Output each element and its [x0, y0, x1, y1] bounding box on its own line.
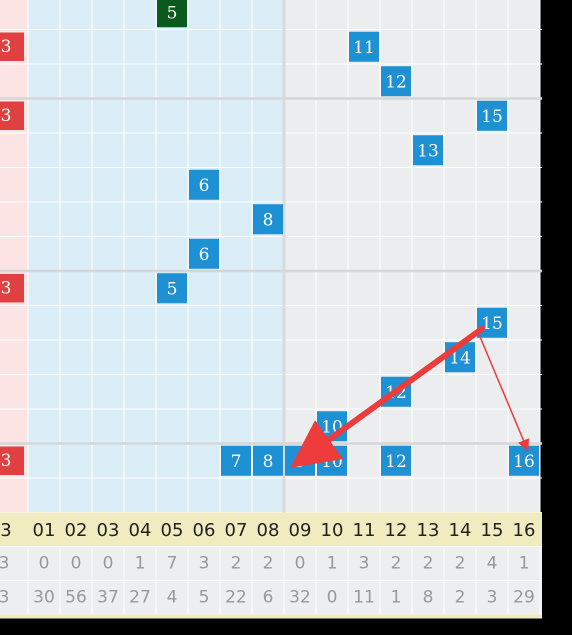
- number-cell: [189, 238, 219, 269]
- stats-value: 4: [167, 588, 178, 608]
- row-marker-label: 3: [1, 106, 12, 126]
- number-cell: [477, 307, 507, 338]
- stats-value: 22: [225, 588, 247, 608]
- stats-value: 0: [39, 554, 50, 574]
- number-cell: [381, 445, 411, 476]
- column-header: 15: [481, 520, 504, 541]
- number-cell: [413, 135, 443, 166]
- stats-value: 30: [33, 588, 55, 608]
- number-cell: [157, 0, 187, 28]
- number-cell-label: 15: [481, 107, 503, 127]
- row-marker: [0, 446, 24, 475]
- column-header: 06: [193, 520, 216, 541]
- row-marker-label: 3: [1, 278, 12, 298]
- stats-value: 2: [391, 554, 402, 574]
- stats-row-label: 3: [0, 588, 9, 608]
- stats-value: 32: [289, 588, 311, 608]
- stats-value: 56: [65, 588, 87, 608]
- stats-value: 27: [129, 588, 151, 608]
- stats-row: [0, 546, 542, 581]
- number-cell: [189, 169, 219, 200]
- number-cell-label: 6: [199, 176, 210, 196]
- stats-value: 0: [295, 554, 306, 574]
- number-cell-label: 13: [417, 141, 439, 161]
- row-marker: [0, 274, 24, 303]
- number-cell-label: 12: [385, 452, 407, 472]
- stats-value: 7: [167, 554, 178, 574]
- stats-value: 3: [359, 554, 370, 574]
- number-cell-label: 11: [353, 38, 375, 58]
- number-cell-label: 15: [481, 314, 503, 334]
- column-header: 10: [321, 520, 344, 541]
- stats-value: 1: [135, 554, 146, 574]
- row-marker: [0, 32, 24, 61]
- stats-row: [0, 580, 542, 615]
- stats-value: 8: [423, 588, 434, 608]
- column-header: 3: [0, 520, 11, 541]
- row-marker-label: 3: [1, 37, 12, 57]
- column-header: 02: [65, 520, 88, 541]
- stats-value: 1: [391, 588, 402, 608]
- stats-value: 2: [263, 554, 274, 574]
- number-cell-label: 14: [449, 348, 471, 368]
- column-header: 08: [257, 520, 280, 541]
- number-cell: [253, 445, 283, 476]
- stats-value: 2: [231, 554, 242, 574]
- column-header: 16: [513, 520, 536, 541]
- number-cell: [221, 445, 251, 476]
- column-header: 12: [385, 520, 408, 541]
- stats-row-label: 3: [0, 554, 9, 574]
- column-header: 14: [449, 520, 472, 541]
- stats-value: 2: [455, 554, 466, 574]
- column-header: 11: [353, 520, 376, 541]
- number-cell: [477, 100, 507, 131]
- stats-value: 5: [199, 588, 210, 608]
- marker-zone: [0, 0, 28, 513]
- column-header: 05: [161, 520, 184, 541]
- stats-value: 4: [487, 554, 498, 574]
- number-cell-label: 8: [263, 210, 274, 230]
- stats-value: 6: [263, 588, 274, 608]
- column-header-row: [0, 512, 542, 547]
- stats-value: 37: [97, 588, 119, 608]
- number-cell-label: 10: [321, 452, 343, 472]
- stats-value: 0: [103, 554, 114, 574]
- number-cell-label: 16: [513, 452, 535, 472]
- number-cell-label: 7: [231, 452, 242, 472]
- column-header: 07: [225, 520, 248, 541]
- stats-value: 1: [327, 554, 338, 574]
- number-cell-label: 5: [167, 279, 178, 299]
- stats-value: 2: [455, 588, 466, 608]
- number-cell-label: 6: [199, 245, 210, 265]
- trend-arrow: [479, 336, 530, 452]
- bottom-strip: [0, 614, 542, 619]
- number-cell-label: 8: [263, 452, 274, 472]
- stats-value: 3: [487, 588, 498, 608]
- number-cell: [157, 273, 187, 304]
- stats-value: 0: [71, 554, 82, 574]
- row-marker: [0, 101, 24, 130]
- column-header: 09: [289, 520, 312, 541]
- stats-value: 2: [423, 554, 434, 574]
- stats-value: 0: [327, 588, 338, 608]
- number-cell: [381, 66, 411, 97]
- column-header: 01: [33, 520, 56, 541]
- number-cell-label: 12: [385, 72, 407, 92]
- number-cell-label: 5: [167, 3, 178, 23]
- number-cell: [349, 31, 379, 62]
- stats-value: 11: [353, 588, 375, 608]
- stats-value: 1: [519, 554, 530, 574]
- row-marker-label: 3: [1, 451, 12, 471]
- column-header: 03: [97, 520, 120, 541]
- trend-arrow: [290, 325, 485, 468]
- number-cell: [253, 204, 283, 235]
- stats-value: 3: [199, 554, 210, 574]
- column-header: 13: [417, 520, 440, 541]
- column-header: 04: [129, 520, 152, 541]
- stats-value: 29: [513, 588, 535, 608]
